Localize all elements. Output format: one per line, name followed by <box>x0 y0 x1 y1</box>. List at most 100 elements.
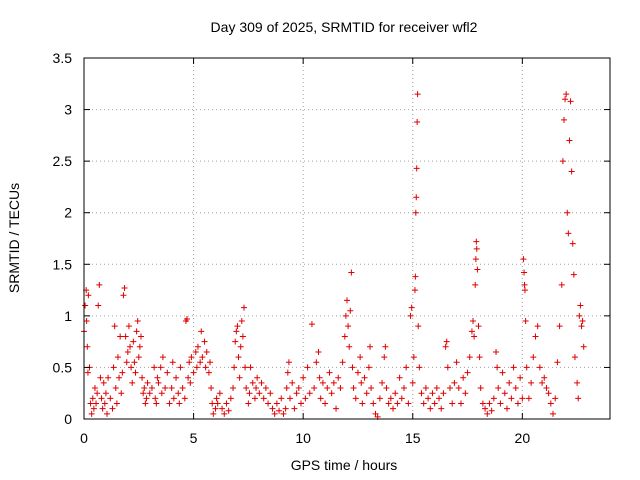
data-point <box>455 385 462 392</box>
data-point <box>124 348 131 355</box>
data-point <box>403 364 410 371</box>
data-point <box>116 374 123 381</box>
data-point <box>164 369 171 376</box>
data-point <box>565 230 572 237</box>
data-point <box>232 338 239 345</box>
data-point <box>240 304 247 311</box>
data-point <box>479 400 486 407</box>
data-point <box>133 328 140 335</box>
data-point <box>436 395 443 402</box>
data-point <box>420 400 427 407</box>
data-point <box>460 374 467 381</box>
y-tick-label: 1.5 <box>53 256 73 272</box>
data-point <box>347 307 354 314</box>
data-point <box>416 364 423 371</box>
data-point <box>335 374 342 381</box>
data-point <box>368 385 375 392</box>
data-point <box>392 390 399 397</box>
data-point <box>260 395 267 402</box>
data-point <box>367 343 374 350</box>
data-point <box>501 390 508 397</box>
data-point <box>474 266 481 273</box>
data-point <box>381 354 388 361</box>
data-point <box>245 400 252 407</box>
data-point <box>194 343 201 350</box>
data-point <box>345 323 352 330</box>
data-point <box>442 343 449 350</box>
data-point <box>390 405 397 412</box>
y-tick-label: 0.5 <box>53 359 73 375</box>
data-point <box>114 354 121 361</box>
data-point <box>162 385 169 392</box>
data-point <box>93 400 100 407</box>
data-point <box>495 385 502 392</box>
data-point <box>444 364 451 371</box>
data-point <box>443 338 450 345</box>
data-point <box>227 395 234 402</box>
data-point <box>577 302 584 309</box>
y-axis-label: SRMTID / TECUs <box>6 183 22 293</box>
data-point <box>306 390 313 397</box>
data-point <box>230 385 237 392</box>
data-point <box>482 405 489 412</box>
data-point <box>508 395 515 402</box>
data-point <box>550 410 557 417</box>
data-point <box>153 400 160 407</box>
data-point <box>348 269 355 276</box>
data-point <box>258 379 265 386</box>
data-point <box>464 369 471 376</box>
data-point <box>94 390 101 397</box>
data-point <box>273 400 280 407</box>
data-point <box>484 410 491 417</box>
data-point <box>308 321 315 328</box>
data-point <box>580 343 587 350</box>
data-point <box>570 271 577 278</box>
data-point <box>280 410 287 417</box>
data-point <box>134 318 141 325</box>
data-point <box>82 302 89 309</box>
data-point <box>88 410 95 417</box>
data-point <box>559 158 566 165</box>
data-point <box>135 354 142 361</box>
data-point <box>342 312 349 319</box>
data-point <box>91 385 98 392</box>
data-point <box>179 385 186 392</box>
data-point <box>123 359 130 366</box>
data-point <box>410 354 417 361</box>
data-point <box>354 369 361 376</box>
data-point <box>89 395 96 402</box>
plot-frame <box>83 57 611 420</box>
data-point <box>486 400 493 407</box>
data-point <box>566 137 573 144</box>
data-point <box>262 385 269 392</box>
data-point <box>152 395 159 402</box>
data-point <box>102 390 109 397</box>
data-point <box>177 364 184 371</box>
data-point <box>97 374 104 381</box>
data-point <box>159 354 166 361</box>
data-point <box>412 273 419 280</box>
data-point <box>236 374 243 381</box>
x-tick-label: 10 <box>295 430 311 446</box>
data-point <box>265 400 272 407</box>
data-point <box>361 374 368 381</box>
data-point <box>128 364 135 371</box>
data-point <box>146 390 153 397</box>
data-point <box>346 343 353 350</box>
data-point <box>562 96 569 103</box>
data-point <box>199 354 206 361</box>
data-point <box>532 333 539 340</box>
data-point <box>118 390 125 397</box>
data-point <box>451 379 458 386</box>
data-point <box>190 369 197 376</box>
data-point <box>363 390 370 397</box>
data-point <box>453 359 460 366</box>
data-point <box>111 323 118 330</box>
data-point <box>297 400 304 407</box>
data-point <box>558 281 565 288</box>
data-point <box>84 343 91 350</box>
data-point <box>344 297 350 304</box>
data-point <box>315 348 322 355</box>
data-point <box>253 385 260 392</box>
data-point <box>271 410 278 417</box>
